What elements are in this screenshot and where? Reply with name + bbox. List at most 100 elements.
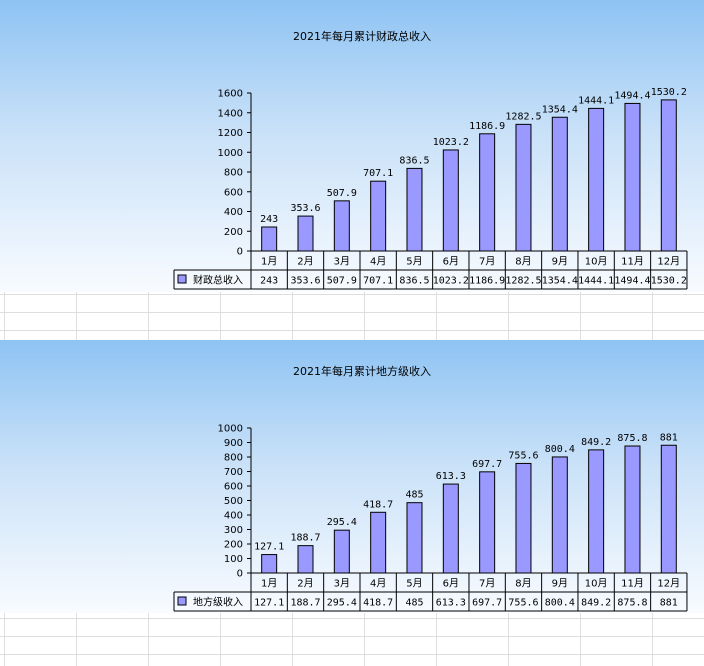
table-value-cell: 243 [260,276,278,287]
data-label: 295.4 [327,517,357,528]
bar[interactable] [442,483,459,574]
table-value-cell: 875.8 [617,598,647,609]
chart-total-revenue: 2021年每月累计财政总收入 0 200 400 600 800 1000 1200 1400 1… [173,29,688,290]
table-value-cell: 613.3 [436,598,466,609]
category-label: 6月 [443,256,459,268]
data-label: 418.7 [363,499,393,510]
chart-local-revenue: 2021年每月累计地方级收入 0 100 200 300 400 500 600 700 800 9… [173,364,688,612]
table-value-cell: 1444.1 [578,276,614,287]
y-tick-label: 500 [224,496,243,507]
category-label: 2月 [297,256,313,268]
data-label: 1023.2 [433,137,469,148]
y-tick-label: 100 [224,554,243,565]
y-tick-label: 900 [224,438,243,449]
data-label: 1530.2 [651,87,687,98]
bar[interactable] [442,149,459,252]
bar[interactable] [297,545,314,574]
y-tick-label: 1400 [218,108,243,119]
bar[interactable] [333,200,350,252]
y-tick-label: 600 [224,482,243,493]
y-tick-label: 1000 [218,148,243,159]
bar[interactable] [660,444,677,574]
table-value-cell: 1023.2 [433,276,469,287]
y-tick-label: 800 [224,453,243,464]
category-label: 6月 [443,578,459,590]
table-value-cell: 697.7 [472,598,502,609]
bar[interactable] [479,471,496,574]
chart-title: 2021年每月累计财政总收入 [293,29,431,43]
bar[interactable] [551,456,568,574]
data-label: 127.1 [254,542,284,553]
bar[interactable] [515,123,532,252]
bar[interactable] [515,462,532,574]
category-label: 5月 [406,578,422,590]
bar[interactable] [406,167,423,252]
category-label: 4月 [370,256,386,268]
y-tick-label: 400 [224,207,243,218]
category-label: 10月 [585,256,608,268]
table-value-cell: 707.1 [363,276,393,287]
data-label: 613.3 [436,471,466,482]
y-tick-label: 1200 [218,128,243,139]
y-tick-label: 800 [224,168,243,179]
bar[interactable] [479,133,496,252]
bar[interactable] [588,107,605,252]
legend-series-name: 地方级收入 [193,596,243,609]
data-label: 1186.9 [469,121,505,132]
category-label: 1月 [261,578,277,590]
bar[interactable] [261,554,278,574]
legend-key [177,274,187,284]
bar[interactable] [660,99,677,252]
data-label: 697.7 [472,459,502,470]
table-value-cell: 836.5 [399,276,429,287]
table-value-cell: 485 [405,598,423,609]
category-label: 7月 [479,256,495,268]
table-value-cell: 188.7 [290,598,320,609]
bar[interactable] [333,529,350,574]
data-label: 1444.1 [578,95,614,106]
category-label: 7月 [479,578,495,590]
y-tick-label: 200 [224,540,243,551]
table-value-cell: 353.6 [290,276,320,287]
legend-key [177,596,187,606]
chart-panel-total-revenue[interactable]: 2021年每月累计财政总收入 0 200 400 600 800 1000 1200 1400 1… [0,0,704,292]
y-tick-label: 200 [224,227,243,238]
chart-panel-local-revenue[interactable]: 2021年每月累计地方级收入 0 100 200 300 400 500 600 700 800 9… [0,340,704,613]
y-tick-label: 300 [224,525,243,536]
y-tick-label: 0 [237,569,243,580]
y-tick-label: 0 [237,247,243,258]
bar[interactable] [551,116,568,252]
data-label: 800.4 [545,444,575,455]
data-label: 507.9 [327,188,357,199]
category-label: 3月 [334,578,350,590]
bar[interactable] [370,511,387,574]
data-label: 836.5 [399,155,429,166]
bar[interactable] [588,449,605,574]
category-label: 11月 [621,256,644,268]
data-label: 243 [260,214,278,225]
data-label: 849.2 [581,437,611,448]
data-label: 188.7 [290,533,320,544]
data-label: 707.1 [363,168,393,179]
data-label: 881 [660,432,678,443]
table-value-cell: 1186.9 [469,276,505,287]
data-label: 1282.5 [505,111,541,122]
table-value-cell: 1530.2 [651,276,687,287]
bar[interactable] [261,226,278,252]
bar[interactable] [370,180,387,252]
table-value-cell: 755.6 [508,598,538,609]
legend-series-name: 财政总收入 [193,274,243,287]
bar[interactable] [624,102,641,252]
bar[interactable] [624,445,641,574]
category-label: 2月 [297,578,313,590]
bar[interactable] [297,215,314,252]
table-value-cell: 881 [660,598,678,609]
bar[interactable] [406,502,423,574]
table-value-cell: 507.9 [327,276,357,287]
category-label: 1月 [261,256,277,268]
chart-title: 2021年每月累计地方级收入 [293,364,431,378]
category-label: 11月 [621,578,644,590]
category-label: 8月 [515,256,531,268]
table-value-cell: 849.2 [581,598,611,609]
y-tick-label: 400 [224,511,243,522]
